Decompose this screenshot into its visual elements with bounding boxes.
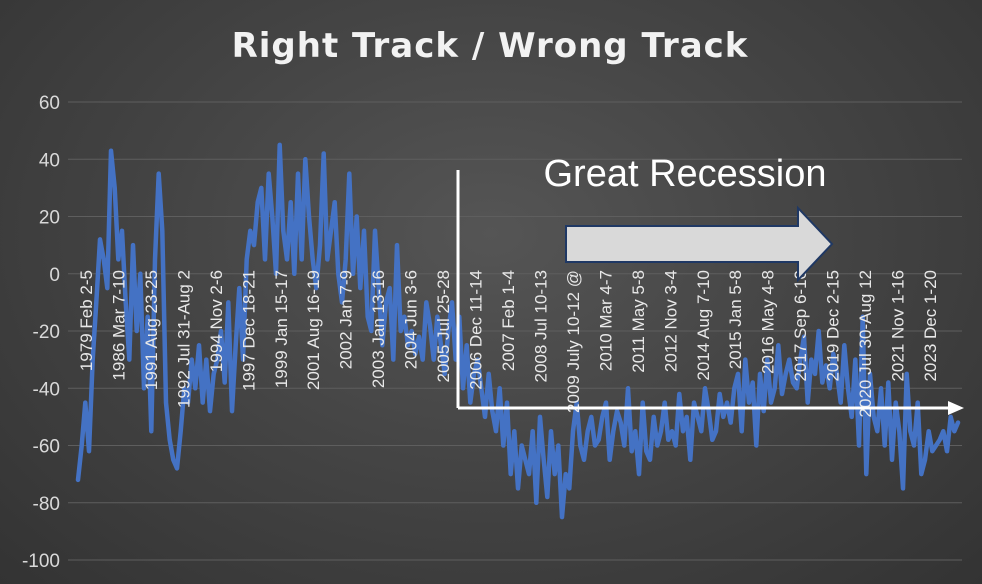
- y-tick-label: 40: [39, 150, 60, 171]
- x-tick-label: 2015 Jan 5-8: [726, 270, 745, 369]
- x-tick-label: 2004 Jun 3-6: [402, 270, 421, 369]
- x-tick-label: 2021 Nov 1-16: [889, 270, 908, 382]
- y-tick-label: 20: [39, 208, 60, 229]
- grid-layer: [68, 101, 962, 561]
- x-axis: 1979 Feb 2-5 1986 Mar 7-10 1991 Aug 23-25 1…: [77, 270, 940, 417]
- y-tick-label: 0: [49, 265, 60, 286]
- x-tick-label: 1997 Dec 18-21: [239, 270, 258, 391]
- x-tick-label: 2019 Dec 2-15: [824, 270, 843, 382]
- x-tick-label: 2009 July 10-12 @: [564, 270, 583, 413]
- great-recession-label: Great Recession: [543, 153, 826, 195]
- y-tick-label: -20: [33, 322, 60, 343]
- x-tick-label: 2011 May 5-8: [629, 270, 648, 373]
- x-tick-label: 2001 Aug 16-19: [304, 270, 323, 390]
- x-tick-label: 2023 Dec 1-20: [921, 270, 940, 382]
- x-tick-label: 2003 Jan 13-16: [369, 270, 388, 388]
- x-tick-label: 2010 Mar 4-7: [596, 270, 615, 371]
- x-tick-label: 2005 Jul 25-28: [434, 270, 453, 382]
- x-tick-label: 2017 Sep 6-10: [791, 270, 810, 382]
- chart-title: Right Track / Wrong Track: [232, 26, 749, 66]
- x-tick-label: 1992 Jul 31-Aug 2: [174, 270, 193, 408]
- x-tick-label: 1994 Nov 2-6: [207, 270, 226, 372]
- y-tick-label: -40: [33, 379, 60, 400]
- baseline-arrowhead: [948, 401, 964, 415]
- x-tick-label: 1991 Aug 23-25: [142, 270, 161, 390]
- x-tick-label: 2012 Nov 3-4: [661, 270, 680, 372]
- y-tick-label: -80: [33, 494, 60, 515]
- y-tick-label: -100: [22, 551, 60, 572]
- annotation-layer: Great Recession: [456, 153, 964, 415]
- y-tick-label: -60: [33, 437, 60, 458]
- series-layer: [75, 142, 961, 520]
- x-tick-label: 2002 Jan 7-9: [337, 270, 356, 369]
- x-tick-label: 2020 Jul 30-Aug 12: [856, 270, 875, 417]
- x-tick-label: 2008 Jul 10-13: [532, 270, 551, 382]
- x-tick-label: 2007 Feb 1-4: [499, 270, 518, 371]
- y-axis: 60 40 20 0 -20 -40 -60 -80 -100: [22, 93, 60, 572]
- x-tick-label: 1999 Jan 15-17: [272, 270, 291, 388]
- recession-arrow: [565, 205, 834, 283]
- x-tick-label: 1986 Mar 7-10: [110, 270, 129, 381]
- x-tick-label: 2014 Aug 7-10: [694, 270, 713, 381]
- x-tick-label: 2016 May 4-8: [759, 270, 778, 374]
- series-line: [75, 142, 961, 520]
- y-tick-label: 60: [39, 93, 60, 114]
- x-tick-label: 2006 Dec 11-14: [467, 270, 486, 390]
- x-tick-label: 1979 Feb 2-5: [77, 270, 96, 371]
